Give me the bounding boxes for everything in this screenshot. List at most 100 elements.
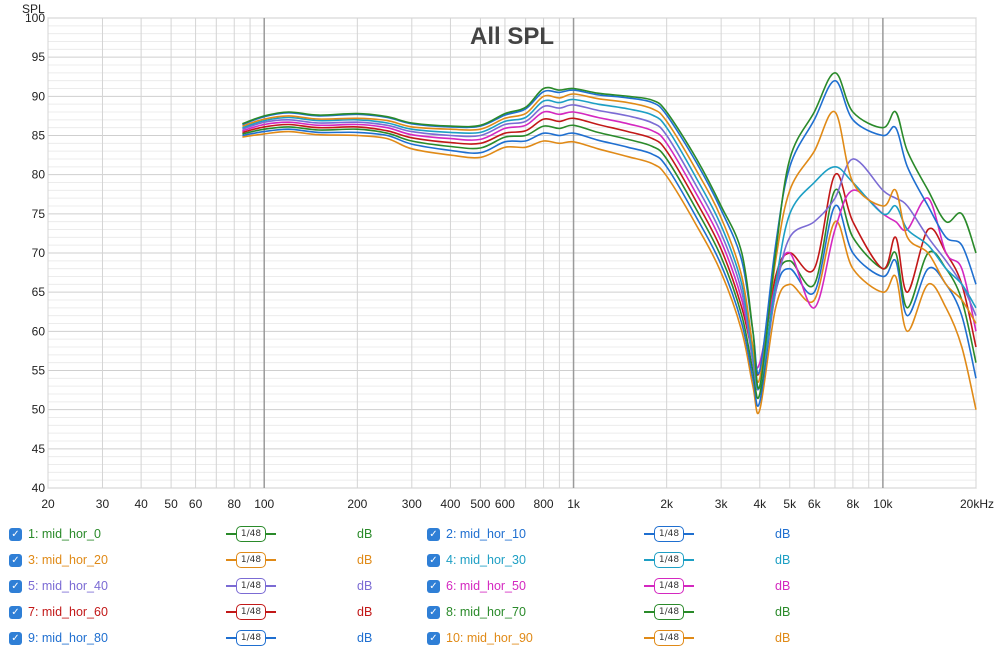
- legend-label: 2: mid_hor_10: [446, 527, 526, 541]
- x-tick-label: 5k: [783, 497, 797, 511]
- series-checkbox[interactable]: ✓: [427, 605, 440, 619]
- line-swatch: [684, 559, 694, 561]
- series-checkbox[interactable]: ✓: [9, 579, 22, 593]
- legend-item: ✓ 1: mid_hor_0: [9, 524, 101, 544]
- legend-item: ✓ 2: mid_hor_10: [427, 524, 526, 544]
- unit-label: dB: [357, 605, 373, 619]
- y-tick-labels: 40 45 50 55 60 65 70 75 80 85 90 95 100: [25, 11, 45, 495]
- series-line-8: [242, 124, 977, 400]
- series-line-6: [242, 110, 977, 369]
- smoothing-button[interactable]: 1/48: [644, 550, 694, 570]
- y-tick-label: 70: [32, 246, 46, 260]
- y-tick-label: 100: [25, 11, 45, 25]
- legend-label: 5: mid_hor_40: [28, 579, 108, 593]
- x-tick-label: 60: [189, 497, 203, 511]
- smoothing-button[interactable]: 1/48: [644, 628, 694, 648]
- unit-label: dB: [775, 527, 791, 541]
- series-line-1: [242, 71, 977, 390]
- unit-label: dB: [775, 553, 791, 567]
- line-swatch: [684, 585, 694, 587]
- series-checkbox[interactable]: ✓: [427, 631, 440, 645]
- legend-label: 8: mid_hor_70: [446, 605, 526, 619]
- x-tick-label: 400: [440, 497, 460, 511]
- line-swatch: [226, 611, 236, 613]
- unit-label: dB: [357, 579, 373, 593]
- line-swatch: [266, 559, 276, 561]
- series-checkbox[interactable]: ✓: [427, 579, 440, 593]
- line-swatch: [644, 611, 654, 613]
- y-tick-label: 55: [32, 364, 46, 378]
- smoothing-label: 1/48: [654, 526, 684, 542]
- line-swatch: [684, 611, 694, 613]
- y-tick-label: 90: [32, 89, 46, 103]
- y-tick-label: 95: [32, 50, 46, 64]
- series-checkbox[interactable]: ✓: [427, 553, 440, 567]
- smoothing-button[interactable]: 1/48: [226, 576, 276, 596]
- legend-label: 4: mid_hor_30: [446, 553, 526, 567]
- legend-item: ✓ 3: mid_hor_20: [9, 550, 108, 570]
- x-tick-label: 3k: [715, 497, 729, 511]
- legend-item: ✓ 10: mid_hor_90: [427, 628, 533, 648]
- y-tick-label: 65: [32, 285, 46, 299]
- spl-chart: 40 45 50 55 60 65 70 75 80 85 90 95 100 20 30 40 50 60 80…: [22, 2, 994, 511]
- line-swatch: [266, 637, 276, 639]
- chart-title: All SPL: [470, 23, 554, 50]
- series-line-7: [242, 117, 977, 376]
- x-tick-label: 40: [134, 497, 148, 511]
- x-tick-label: 2k: [660, 497, 674, 511]
- line-swatch: [266, 533, 276, 535]
- line-swatch: [226, 559, 236, 561]
- line-swatch: [684, 533, 694, 535]
- series-checkbox[interactable]: ✓: [9, 631, 22, 645]
- smoothing-label: 1/48: [236, 578, 266, 594]
- x-tick-label: 80: [228, 497, 242, 511]
- series-checkbox[interactable]: ✓: [427, 527, 440, 541]
- smoothing-button[interactable]: 1/48: [644, 602, 694, 622]
- legend-item: ✓ 8: mid_hor_70: [427, 602, 526, 622]
- legend-item: ✓ 7: mid_hor_60: [9, 602, 108, 622]
- x-tick-label: 600: [495, 497, 515, 511]
- series-lines: [242, 71, 977, 415]
- smoothing-button[interactable]: 1/48: [226, 602, 276, 622]
- smoothing-button[interactable]: 1/48: [226, 550, 276, 570]
- legend-item: ✓ 5: mid_hor_40: [9, 576, 108, 596]
- smoothing-button[interactable]: 1/48: [226, 524, 276, 544]
- legend-item: ✓ 9: mid_hor_80: [9, 628, 108, 648]
- x-tick-labels: 20 30 40 50 60 80 100 200 300 400 500 600 800 1k 2k 3k 4…: [41, 497, 994, 511]
- smoothing-button[interactable]: 1/48: [644, 576, 694, 596]
- x-tick-label: 10k: [873, 497, 893, 511]
- unit-label: dB: [357, 527, 373, 541]
- x-tick-label: 800: [534, 497, 554, 511]
- y-tick-label: 40: [32, 481, 46, 495]
- legend-item: ✓ 4: mid_hor_30: [427, 550, 526, 570]
- smoothing-label: 1/48: [654, 552, 684, 568]
- grid-lines: [47, 17, 977, 489]
- series-line-5: [242, 104, 977, 391]
- legend-label: 3: mid_hor_20: [28, 553, 108, 567]
- smoothing-label: 1/48: [236, 526, 266, 542]
- x-tick-label: 20kHz: [960, 497, 994, 511]
- smoothing-button[interactable]: 1/48: [644, 524, 694, 544]
- x-tick-label: 100: [254, 497, 274, 511]
- unit-label: dB: [775, 631, 791, 645]
- y-tick-label: 60: [32, 324, 46, 338]
- series-checkbox[interactable]: ✓: [9, 553, 22, 567]
- x-tick-label: 8k: [847, 497, 861, 511]
- series-line-3: [242, 93, 977, 383]
- smoothing-label: 1/48: [654, 578, 684, 594]
- y-tick-label: 85: [32, 129, 46, 143]
- y-tick-label: 75: [32, 207, 46, 221]
- smoothing-label: 1/48: [654, 630, 684, 646]
- y-tick-label: 50: [32, 403, 46, 417]
- legend-label: 9: mid_hor_80: [28, 631, 108, 645]
- line-swatch: [226, 585, 236, 587]
- x-tick-label: 1k: [567, 497, 581, 511]
- smoothing-label: 1/48: [654, 604, 684, 620]
- smoothing-button[interactable]: 1/48: [226, 628, 276, 648]
- series-checkbox[interactable]: ✓: [9, 605, 22, 619]
- x-tick-label: 6k: [808, 497, 822, 511]
- line-swatch: [226, 533, 236, 535]
- y-tick-label: 45: [32, 442, 46, 456]
- series-checkbox[interactable]: ✓: [9, 527, 22, 541]
- x-tick-label: 300: [402, 497, 422, 511]
